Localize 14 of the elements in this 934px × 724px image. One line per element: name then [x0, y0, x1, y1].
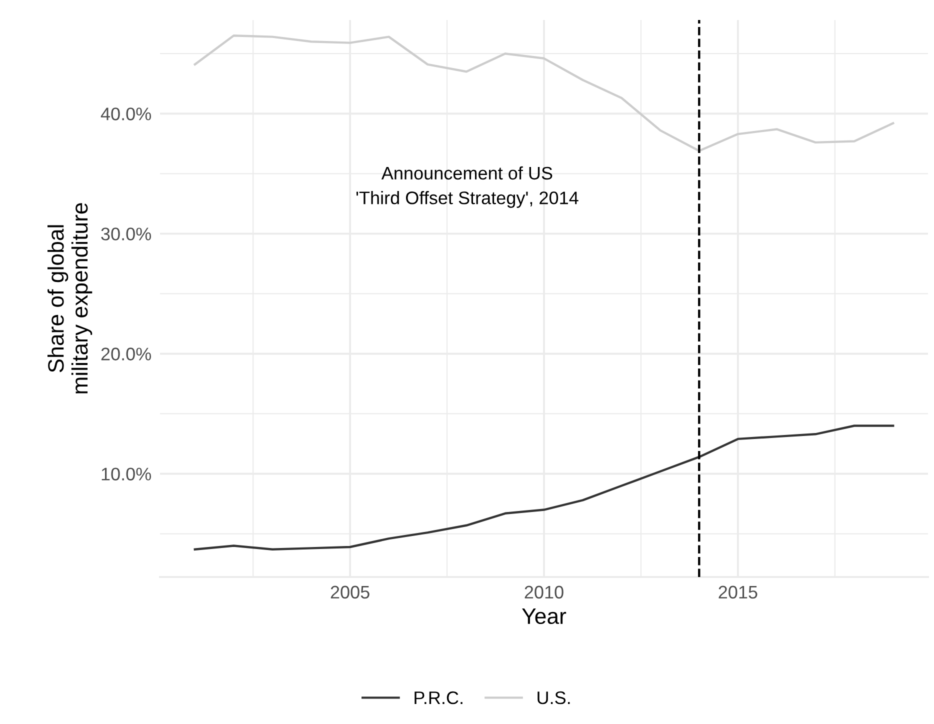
line-series [194, 34, 894, 152]
legend-label: P.R.C. [414, 691, 462, 704]
y-tick-label: 40.0% [100, 108, 152, 120]
annotation: Announcement of US 'Third Offset Strategy', 2014 [356, 166, 578, 208]
y-tick-label: 10.0% [102, 468, 152, 480]
x-axis-title: Year [522, 608, 566, 624]
y-axis-title: Share of global military expenditure [47, 203, 92, 394]
legend-label: U.S. [538, 691, 570, 704]
y-tick-label: 20.0% [101, 348, 152, 360]
x-tick-label: 2005 [330, 586, 370, 599]
y-tick-label: 30.0% [101, 228, 152, 240]
line-series [194, 424, 894, 550]
x-tick-label: 2015 [718, 586, 758, 599]
x-tick-label: 2010 [524, 586, 564, 599]
